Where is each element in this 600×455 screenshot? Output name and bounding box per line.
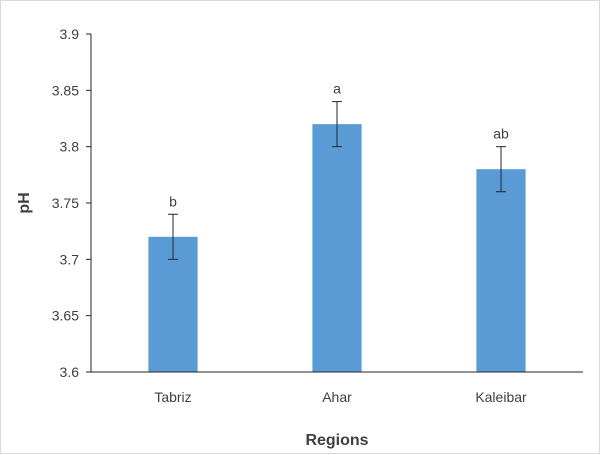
- y-tick-label: 3.65: [52, 308, 79, 324]
- x-axis-title: Regions: [305, 432, 368, 449]
- x-category-label-tabriz: Tabriz: [154, 389, 191, 405]
- bar-kaleibar: [476, 169, 526, 372]
- x-category-label-ahar: Ahar: [322, 389, 352, 405]
- y-axis-ticks: 3.6 3.65 3.7 3.75 3.8 3.85 3.9: [52, 26, 91, 380]
- y-tick-label: 3.75: [52, 195, 79, 211]
- bars: [148, 124, 526, 372]
- y-axis-title: pH: [16, 192, 33, 213]
- y-tick-label: 3.9: [60, 26, 80, 42]
- x-axis-category-labels: Tabriz Ahar Kaleibar: [154, 389, 527, 405]
- y-tick-label: 3.7: [60, 251, 80, 267]
- error-bars: [168, 101, 506, 260]
- x-category-label-kaleibar: Kaleibar: [475, 389, 527, 405]
- bar-ahar: [312, 124, 362, 372]
- significance-label-tabriz: b: [169, 193, 177, 209]
- significance-labels: b a ab: [169, 81, 509, 210]
- significance-label-kaleibar: ab: [493, 126, 509, 142]
- y-tick-label: 3.85: [52, 82, 79, 98]
- significance-label-ahar: a: [333, 81, 341, 97]
- y-tick-label: 3.6: [60, 364, 80, 380]
- y-tick-label: 3.8: [60, 139, 80, 155]
